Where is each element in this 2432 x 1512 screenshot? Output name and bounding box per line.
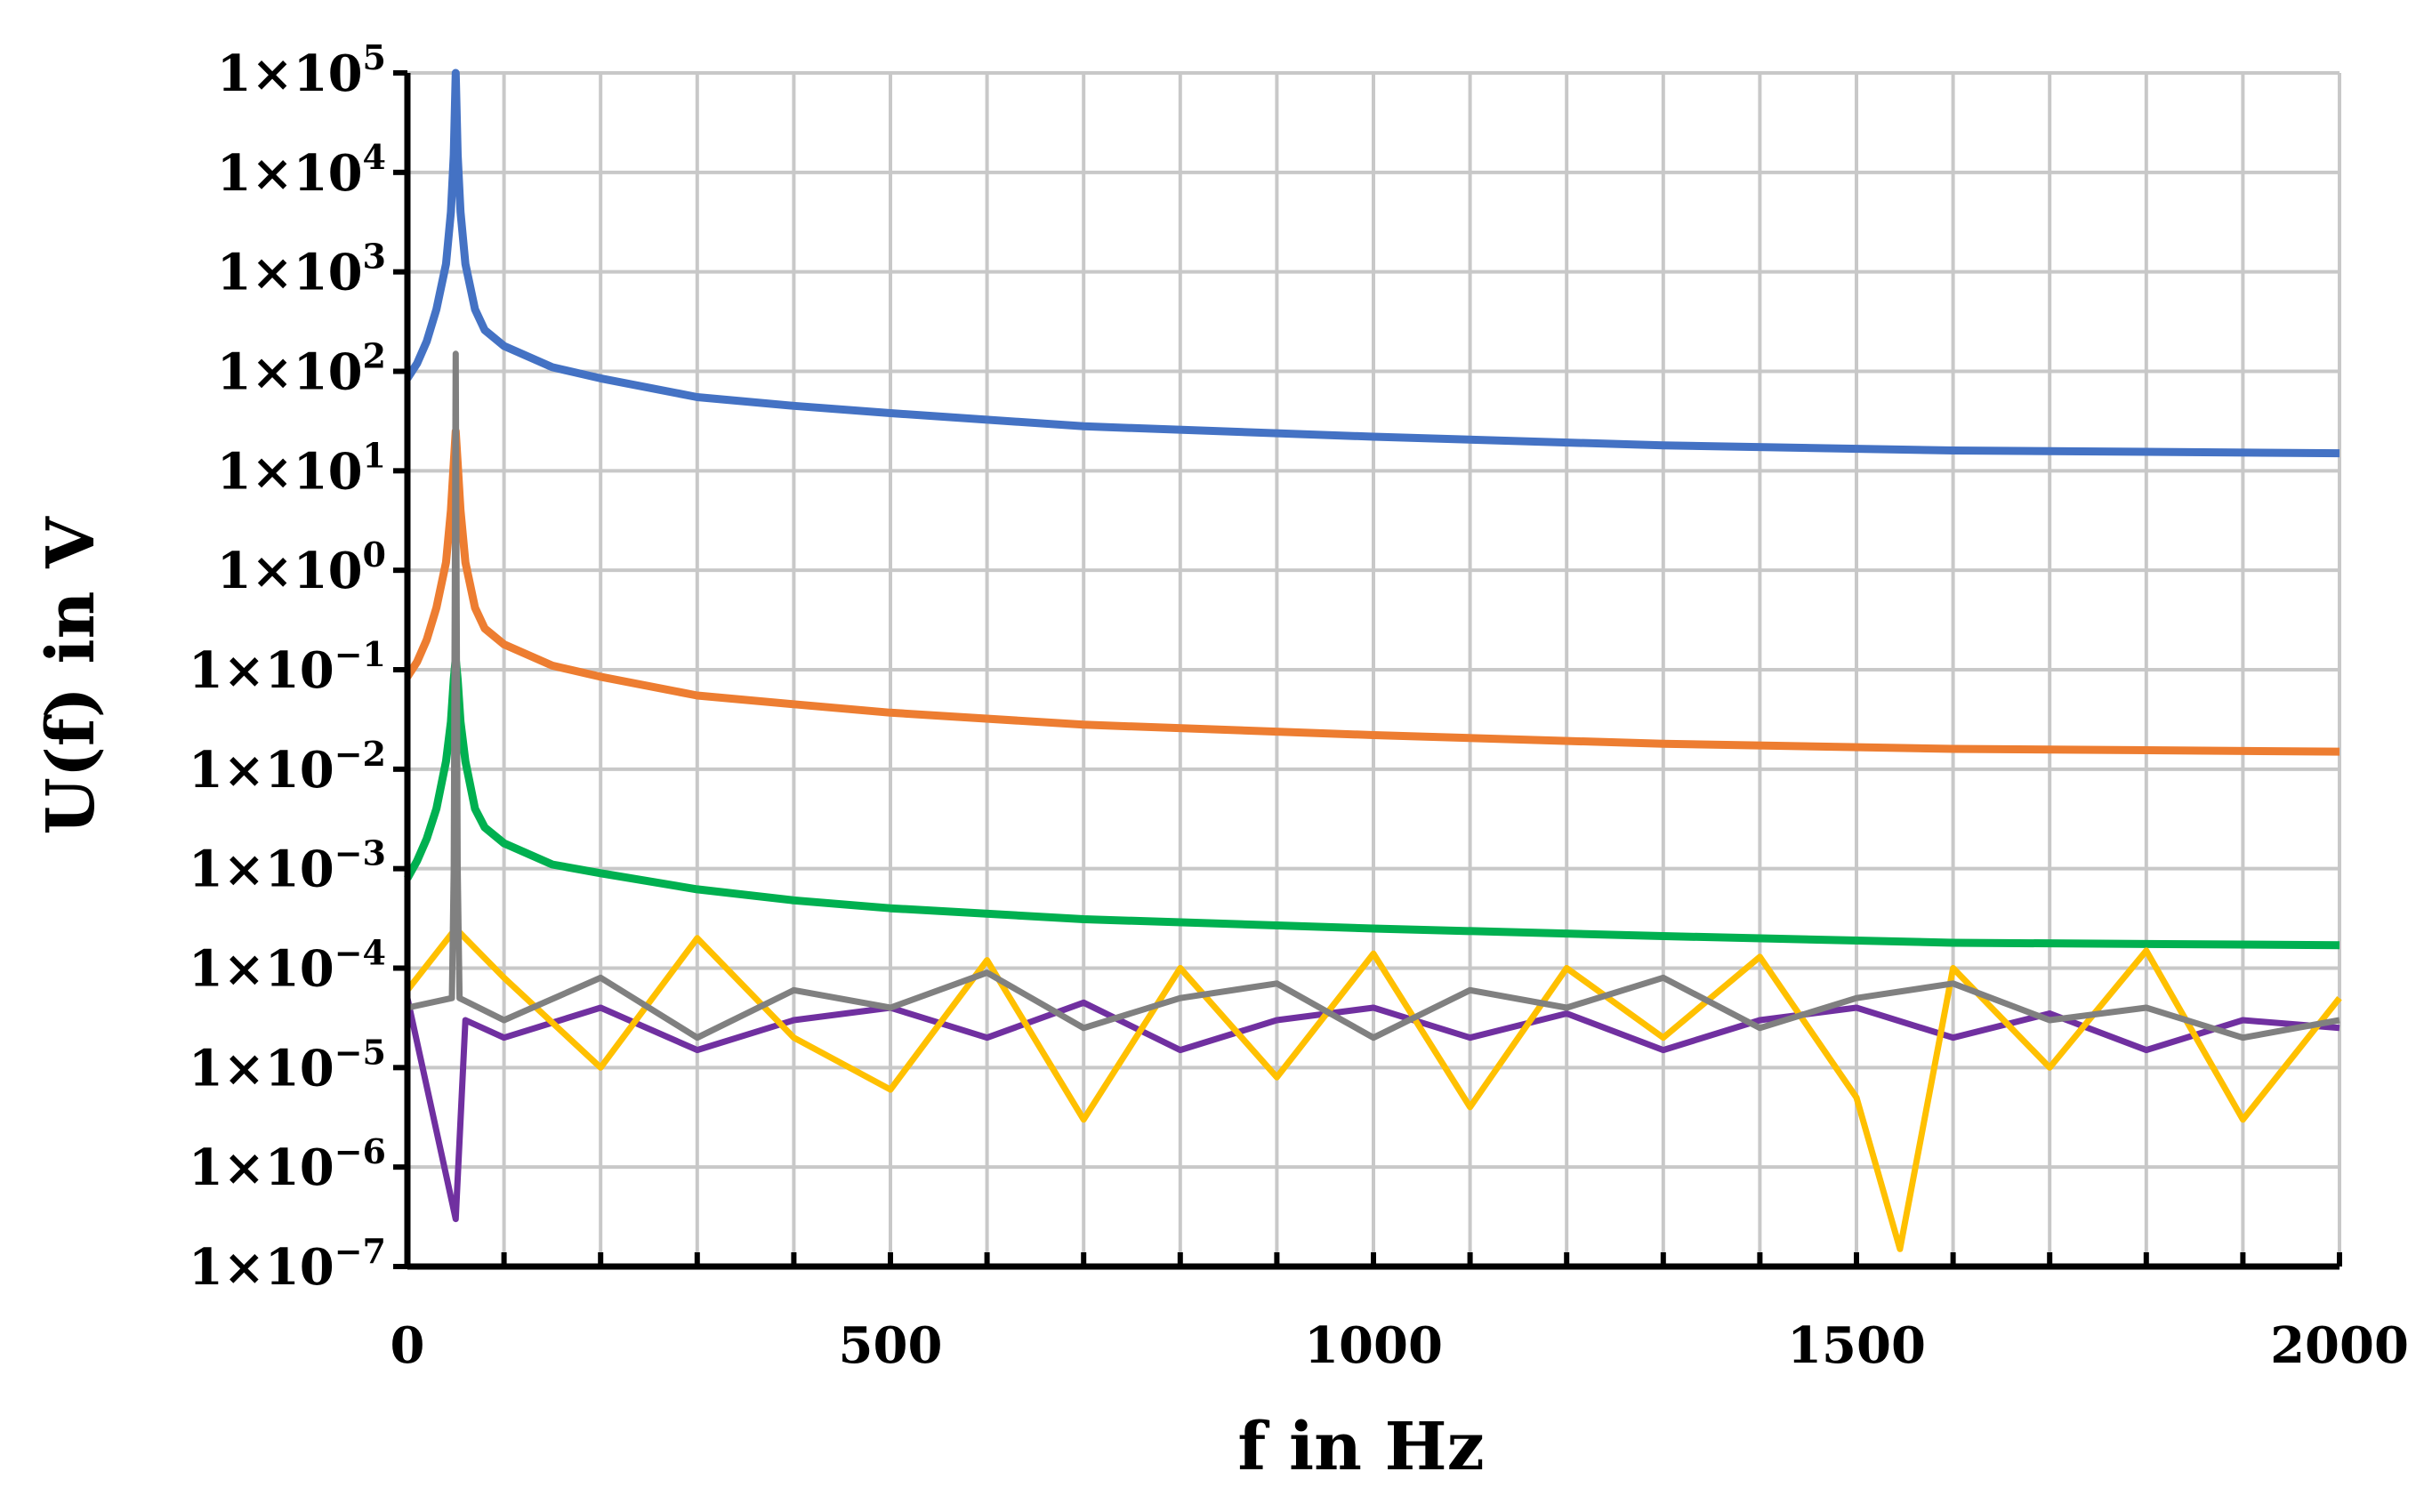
gridlines bbox=[407, 71, 2341, 1267]
y-tick-labels: 1×105 1×104 1×103 1×102 1×101 1×100 1×10−1 1×10… bbox=[189, 37, 386, 1297]
y-tick-label: 1×103 bbox=[217, 237, 386, 302]
x-tick-label: 500 bbox=[839, 1316, 943, 1375]
x-tick-labels: 0 500 1000 1500 2000 bbox=[391, 1316, 2409, 1375]
y-tick-label: 1×101 bbox=[217, 435, 386, 501]
y-tick-label: 1×100 bbox=[217, 535, 386, 600]
y-tick-label: 1×10−4 bbox=[189, 933, 386, 999]
y-tick-label: 1×102 bbox=[217, 336, 386, 402]
series-layer bbox=[404, 68, 2342, 1252]
x-tick-label: 2000 bbox=[2270, 1316, 2409, 1375]
series-line-series-5 bbox=[405, 925, 2342, 1252]
y-tick-label: 1×10−5 bbox=[189, 1032, 386, 1098]
y-axis-title: U(f) in V bbox=[33, 516, 109, 835]
series-line-series-1 bbox=[404, 68, 2340, 458]
series-line-series-4 bbox=[404, 997, 2340, 1223]
y-tick-label: 1×10−2 bbox=[189, 734, 386, 800]
y-tick-label: 1×10−7 bbox=[189, 1231, 386, 1297]
series-line-series-3 bbox=[404, 654, 2340, 950]
series-line-series-2 bbox=[404, 427, 2340, 756]
x-tick-label: 1000 bbox=[1304, 1316, 1443, 1375]
y-tick-label: 1×104 bbox=[217, 137, 386, 203]
y-tick-label: 1×10−1 bbox=[189, 634, 386, 700]
x-tick-label: 1500 bbox=[1787, 1316, 1926, 1375]
x-axis-title: f in Hz bbox=[1237, 1409, 1484, 1485]
axes bbox=[393, 70, 2342, 1270]
y-tick-label: 1×105 bbox=[217, 37, 386, 103]
series-line-series-6 bbox=[407, 350, 2340, 1042]
x-tick-label: 0 bbox=[391, 1316, 425, 1375]
y-tick-label: 1×10−3 bbox=[189, 833, 386, 899]
y-tick-label: 1×10−6 bbox=[189, 1131, 386, 1197]
